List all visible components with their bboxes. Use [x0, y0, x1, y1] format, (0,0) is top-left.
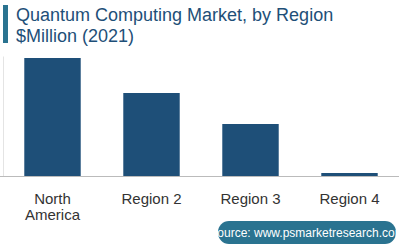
x-tick: Region 2 [121, 176, 181, 207]
x-tick: Region 4 [319, 176, 379, 207]
x-tick-label: Region 2 [121, 190, 181, 207]
x-tick: NorthAmerica [25, 176, 81, 223]
bar [222, 124, 278, 176]
bar [24, 58, 80, 176]
bar [123, 93, 179, 176]
subtitle: $Million (2021) [16, 26, 134, 46]
title-accent [3, 5, 8, 43]
x-tick-label: NorthAmerica [25, 190, 81, 224]
bars [24, 58, 377, 176]
bar [321, 173, 377, 176]
source: Source: www.psmarketresearch.com [209, 226, 399, 240]
y-axis-line [3, 57, 4, 177]
x-tick: Region 3 [220, 176, 280, 207]
x-tick-label: Region 3 [220, 190, 280, 207]
x-tick-label: Region 4 [319, 190, 379, 207]
title: Quantum Computing Market, by Region [16, 5, 333, 25]
y-axis [3, 57, 4, 177]
chart: Quantum Computing Market, by Region$Mill… [0, 0, 399, 247]
x-axis: NorthAmerica Region 2 Region 3 Region 4 [0, 176, 399, 223]
x-axis-line [0, 176, 399, 177]
